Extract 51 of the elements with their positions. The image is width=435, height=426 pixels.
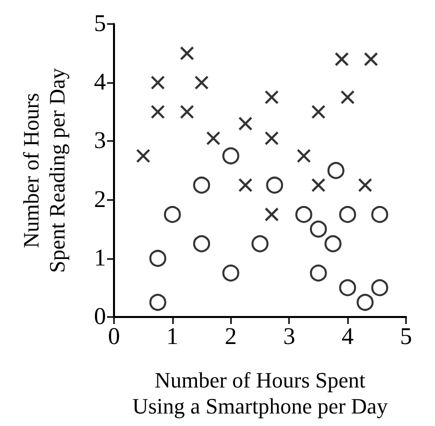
point — [295, 206, 312, 223]
y-tick-label: 3 — [94, 128, 106, 154]
point — [252, 235, 268, 252]
x-tick-label: 5 — [400, 324, 412, 350]
point — [371, 279, 388, 296]
point — [149, 294, 166, 311]
point — [238, 116, 252, 131]
x-tick-label: 2 — [224, 324, 237, 350]
point — [310, 220, 327, 238]
point — [164, 206, 181, 223]
point — [371, 206, 388, 223]
point — [311, 178, 326, 192]
point — [339, 206, 356, 223]
y-tick-label: 4 — [94, 70, 106, 96]
point — [180, 46, 194, 60]
point — [136, 148, 150, 163]
point — [340, 90, 355, 104]
x-tick-label: 1 — [166, 324, 178, 350]
point — [193, 235, 210, 252]
x-tick-label: 4 — [342, 324, 354, 350]
x-tick-label: 3 — [283, 324, 296, 350]
point — [150, 104, 165, 119]
point — [296, 148, 311, 163]
y-tick-label: 0 — [94, 304, 106, 330]
point — [194, 76, 209, 90]
point — [264, 207, 279, 222]
point — [364, 52, 378, 66]
y-tick-label: 2 — [94, 186, 106, 213]
point — [356, 294, 374, 311]
point — [264, 131, 279, 146]
point — [193, 176, 210, 194]
point — [149, 250, 166, 267]
point — [327, 162, 344, 179]
point — [311, 104, 326, 119]
point — [222, 147, 240, 164]
point — [334, 52, 349, 66]
y-axis-title: Number of Hours Spent Reading per Day — [18, 68, 70, 273]
point — [264, 90, 279, 104]
y-tick-label: 5 — [94, 11, 106, 37]
point — [324, 235, 342, 252]
point — [238, 178, 252, 192]
point — [222, 264, 240, 282]
point — [206, 131, 220, 146]
point — [339, 279, 356, 296]
x-axis-title: Number of Hours Spent Using a Smartphone per Day — [132, 368, 388, 418]
point — [266, 176, 284, 194]
point — [358, 178, 372, 192]
point — [150, 76, 165, 90]
y-tick-label: 1 — [94, 245, 106, 272]
point — [310, 264, 327, 282]
point — [180, 104, 194, 119]
